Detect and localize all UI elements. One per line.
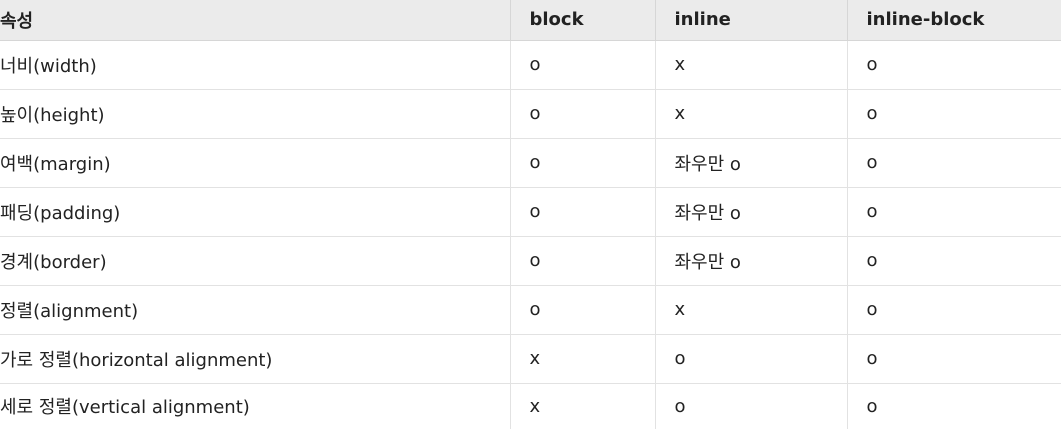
header-block: block bbox=[510, 0, 656, 41]
cell-block: o bbox=[510, 285, 656, 335]
header-inline: inline bbox=[655, 0, 848, 41]
cell-inline-block: o bbox=[847, 40, 1061, 90]
cell-inline-block: o bbox=[847, 187, 1061, 237]
table-row: 정렬(alignment) o x o bbox=[0, 285, 1061, 335]
cell-property: 패딩(padding) bbox=[0, 187, 511, 237]
cell-block: o bbox=[510, 236, 656, 286]
cell-inline: x bbox=[655, 89, 848, 139]
cell-property: 경계(border) bbox=[0, 236, 511, 286]
cell-inline-block: o bbox=[866, 395, 878, 417]
cell-block: o bbox=[510, 40, 656, 90]
table-row: 가로 정렬(horizontal alignment) x o o bbox=[0, 334, 1061, 384]
table-row: 여백(margin) o 좌우만 o o bbox=[0, 138, 1061, 188]
cell-property: 여백(margin) bbox=[0, 138, 511, 188]
cell-property: 가로 정렬(horizontal alignment) bbox=[0, 334, 511, 384]
cell-inline: 좌우만 o bbox=[655, 138, 848, 188]
cell-inline-block: o bbox=[847, 89, 1061, 139]
cell-inline-block: o bbox=[847, 236, 1061, 286]
table-row: 패딩(padding) o 좌우만 o o bbox=[0, 187, 1061, 237]
cell-property: 정렬(alignment) bbox=[0, 285, 511, 335]
header-inline-block: inline-block bbox=[847, 0, 1061, 41]
cell-inline: 좌우만 o bbox=[655, 236, 848, 286]
cell-block: o bbox=[510, 138, 656, 188]
cell-block: o bbox=[510, 187, 656, 237]
table-row: 경계(border) o 좌우만 o o bbox=[0, 236, 1061, 286]
cell-inline: x bbox=[655, 285, 848, 335]
cell-block: o bbox=[510, 89, 656, 139]
cell-inline: o bbox=[655, 334, 848, 384]
cell-inline-block: o bbox=[847, 285, 1061, 335]
cell-block: x bbox=[510, 383, 656, 429]
cell-inline: x bbox=[655, 40, 848, 90]
table-row: 높이(height) o x o bbox=[0, 89, 1061, 139]
cell-inline-block: o bbox=[847, 138, 1061, 188]
cell-inline-block: o bbox=[847, 334, 1061, 384]
cell-inline: o bbox=[655, 383, 848, 429]
header-property: 속성 bbox=[0, 0, 511, 41]
table-row: 너비(width) o x o bbox=[0, 40, 1061, 90]
cell-block: x bbox=[510, 334, 656, 384]
cell-property: 세로 정렬(vertical alignment) bbox=[0, 383, 511, 429]
cell-inline: 좌우만 o bbox=[655, 187, 848, 237]
table-header-row: 속성 block inline inline-block bbox=[0, 0, 1061, 41]
table-row: 세로 정렬(vertical alignment) x o o bbox=[0, 383, 1061, 429]
cell-property: 너비(width) bbox=[0, 40, 511, 90]
cell-property: 높이(height) bbox=[0, 89, 511, 139]
